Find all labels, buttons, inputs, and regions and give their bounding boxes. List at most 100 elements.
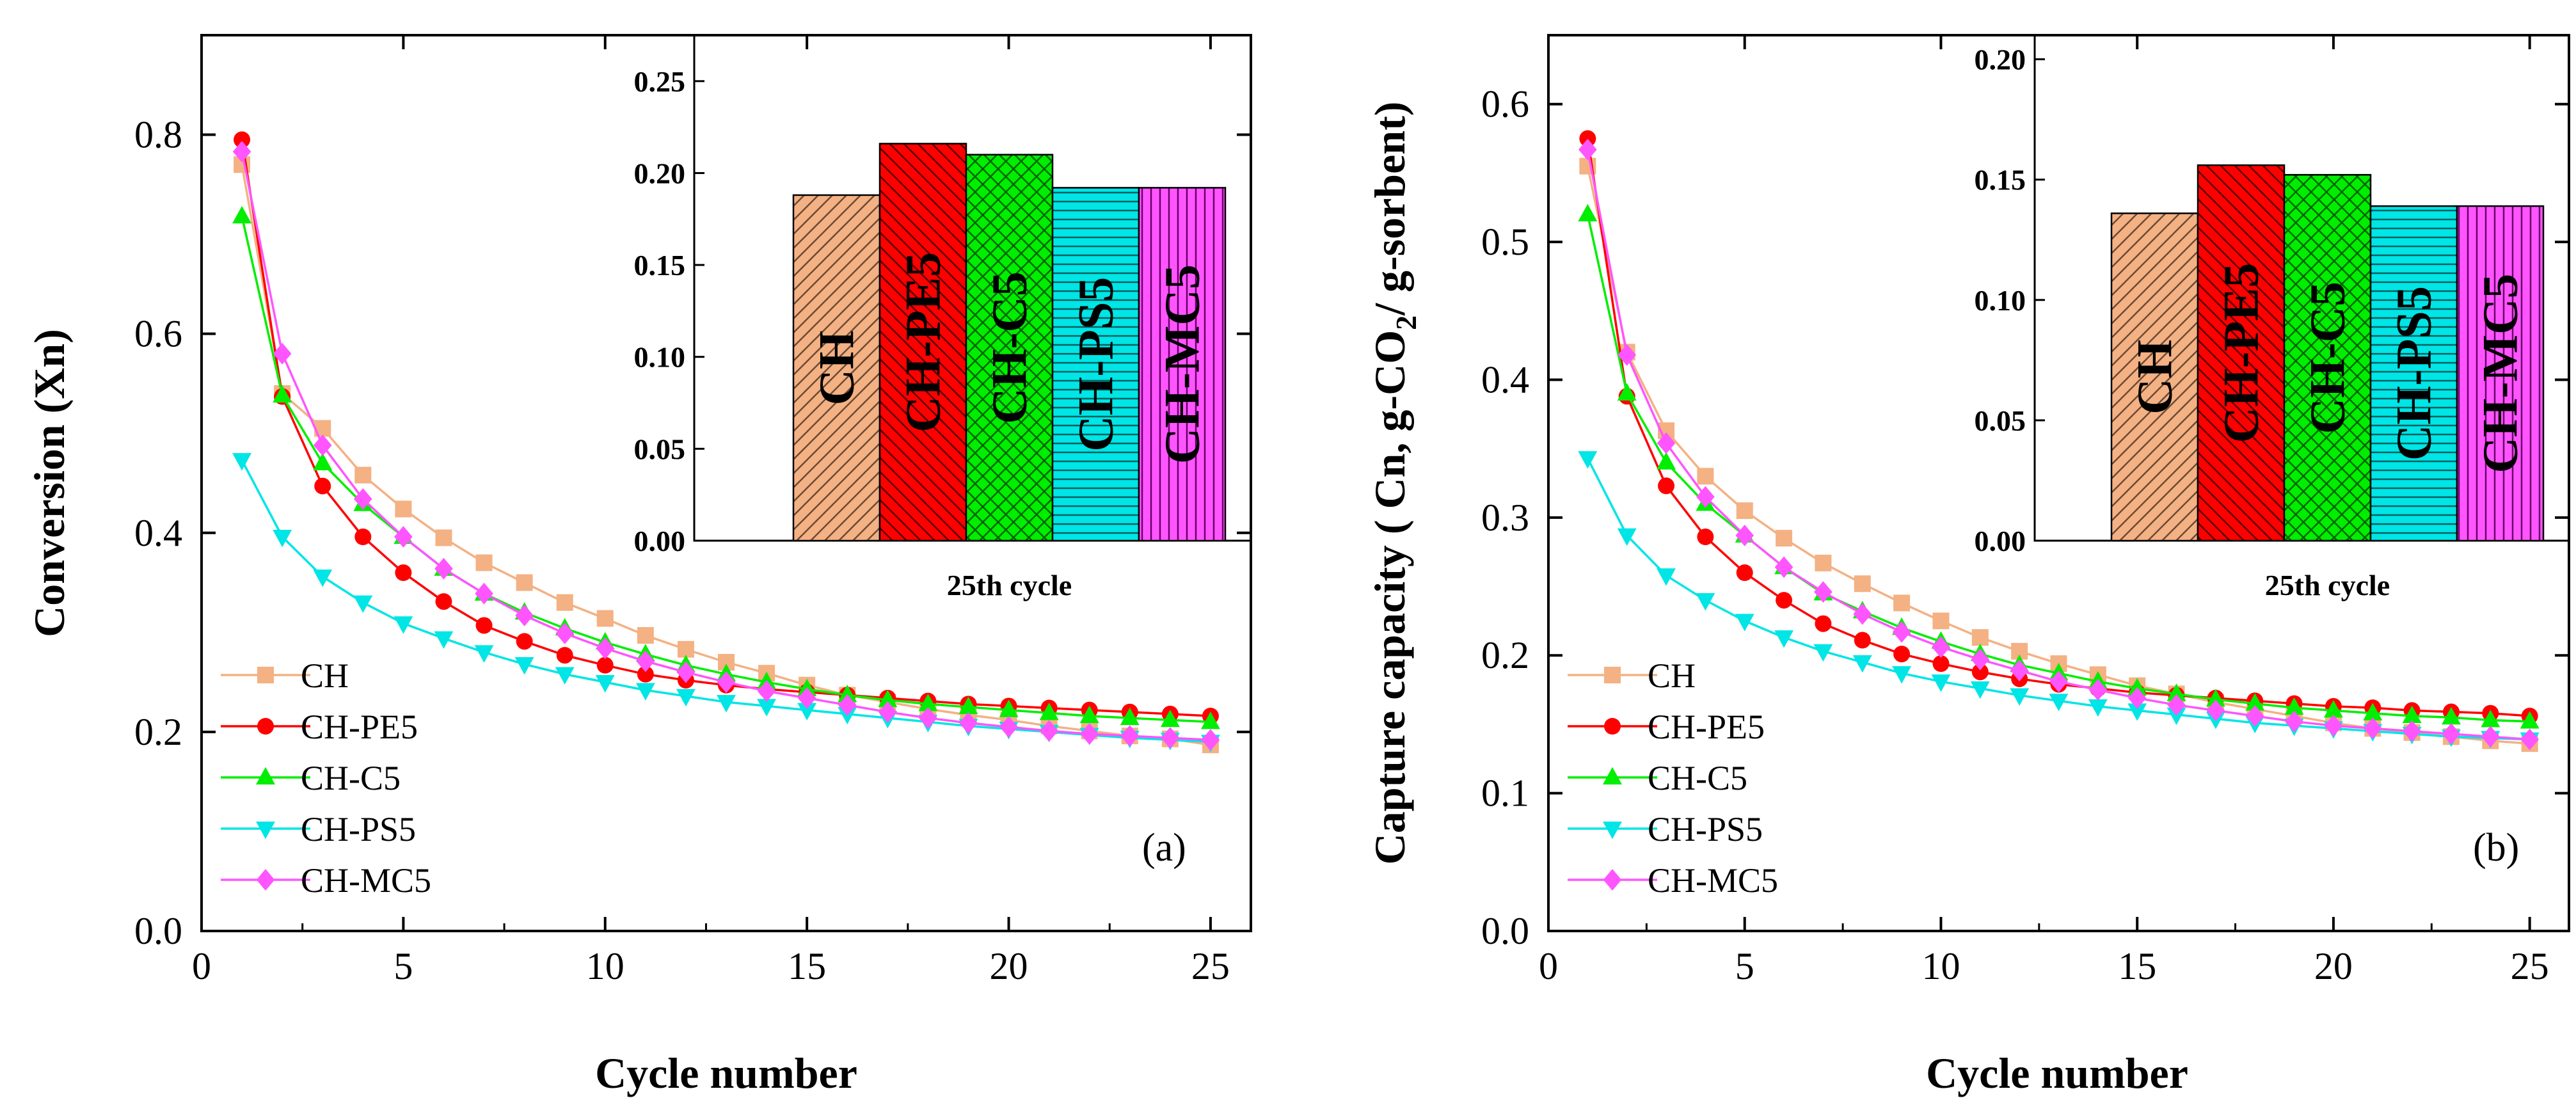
data-point bbox=[475, 554, 493, 571]
data-point bbox=[1774, 630, 1794, 648]
x-tick-label: 0 bbox=[1539, 945, 1558, 987]
legend-entry: CH bbox=[1568, 656, 1696, 695]
data-point bbox=[395, 500, 412, 518]
data-point bbox=[2442, 706, 2461, 725]
data-point bbox=[919, 707, 937, 729]
panel-b-legend: CH CH-PE5 CH-C5 CH-PS5 CH-MC5 bbox=[1568, 656, 1778, 900]
data-point bbox=[2049, 694, 2069, 712]
data-point bbox=[2481, 726, 2500, 748]
data-point bbox=[1853, 603, 1872, 625]
panel-b-axes: 0 5 10 15 20 25 0.0 0.1 0.2 0.3 0.4 0.5 0.6 bbox=[1481, 35, 2569, 987]
legend-label: CH-PS5 bbox=[1648, 810, 1763, 848]
data-point bbox=[1776, 592, 1793, 609]
data-point bbox=[596, 637, 615, 660]
data-point bbox=[555, 667, 575, 685]
data-point bbox=[353, 595, 373, 613]
y-tick-label: 0.8 bbox=[134, 114, 182, 156]
data-point bbox=[1579, 130, 1596, 147]
y-tick-label: 0.6 bbox=[134, 313, 182, 355]
data-point bbox=[234, 131, 251, 148]
data-point bbox=[2245, 693, 2265, 711]
data-point bbox=[435, 593, 452, 610]
inset-y-tick-label: 0.00 bbox=[1975, 525, 2026, 557]
data-point bbox=[1892, 621, 1911, 643]
data-point bbox=[1201, 729, 1220, 751]
data-point bbox=[1970, 681, 1990, 699]
legend-entry: CH-PE5 bbox=[1568, 708, 1765, 746]
y-tick-label: 0.1 bbox=[1481, 772, 1529, 815]
data-point bbox=[2403, 720, 2421, 742]
legend-entry: CH-MC5 bbox=[1568, 861, 1778, 900]
y-tick-label: 0.2 bbox=[1481, 634, 1529, 676]
legend-marker bbox=[1603, 869, 1622, 891]
data-point bbox=[394, 526, 413, 548]
data-point bbox=[595, 675, 615, 693]
panel-a-inset-bar-chart: 0.00 0.05 0.10 0.15 0.20 0.25 CH CH-PE5 CH-C5 CH-… bbox=[634, 34, 1252, 601]
inset-caption: 25th cycle bbox=[947, 569, 1072, 601]
data-point bbox=[2323, 700, 2343, 718]
inset-y-tick-label: 0.00 bbox=[634, 525, 686, 557]
panel-a-x-axis-label: Cycle number bbox=[595, 1049, 857, 1097]
data-point bbox=[1776, 530, 1793, 547]
data-point bbox=[555, 622, 574, 644]
inset-bar bbox=[1051, 187, 1140, 542]
data-point bbox=[1120, 707, 1140, 726]
data-point bbox=[515, 604, 534, 626]
legend-label: CH-MC5 bbox=[301, 861, 431, 900]
panel-b-label: (b) bbox=[2473, 826, 2519, 870]
x-tick-label: 5 bbox=[394, 945, 413, 987]
data-point bbox=[1617, 528, 1637, 546]
data-point bbox=[273, 385, 292, 403]
data-point bbox=[232, 205, 252, 224]
inset-bar bbox=[2110, 212, 2199, 542]
data-point bbox=[797, 687, 816, 709]
panel-b-capture-capacity-chart: 0 5 10 15 20 25 0.0 0.1 0.2 0.3 0.4 0.5 0.6 CH CH-PE5… bbox=[1365, 34, 2570, 1097]
data-point bbox=[354, 466, 372, 484]
data-point bbox=[1161, 727, 1180, 749]
data-point bbox=[1617, 383, 1637, 401]
data-point bbox=[2285, 710, 2303, 733]
data-point bbox=[757, 680, 776, 703]
legend-label: CH-PE5 bbox=[301, 708, 418, 746]
legend-marker bbox=[1603, 821, 1622, 839]
inset-bar-label: CH-MC5 bbox=[1154, 264, 1210, 464]
panel-a-y-axis-label: Conversion (Xn) bbox=[25, 329, 74, 637]
data-point bbox=[959, 712, 978, 734]
inset-y-tick-label: 0.20 bbox=[634, 157, 686, 189]
x-tick-label: 20 bbox=[2314, 945, 2353, 987]
inset-bar bbox=[965, 154, 1054, 542]
inset-y-tick-label: 0.05 bbox=[634, 433, 686, 465]
legend-entry: CH bbox=[221, 656, 349, 695]
data-point bbox=[1892, 666, 1912, 684]
data-point bbox=[1040, 720, 1058, 742]
data-point bbox=[1578, 138, 1597, 161]
data-point bbox=[313, 569, 333, 587]
y-tick-label: 0.6 bbox=[1481, 83, 1529, 125]
legend-entry: CH-PS5 bbox=[221, 810, 416, 848]
legend-entry: CH-PE5 bbox=[221, 708, 418, 746]
data-point bbox=[2088, 679, 2108, 701]
data-point bbox=[1200, 712, 1220, 729]
data-point bbox=[2402, 705, 2422, 724]
data-point bbox=[1578, 203, 1598, 222]
y-tick-label: 0.4 bbox=[1481, 358, 1529, 401]
inset-y-tick-label: 0.10 bbox=[634, 341, 686, 374]
data-point bbox=[1618, 344, 1636, 366]
data-point bbox=[2011, 642, 2028, 660]
panel-b-y-axis-label-part-2: / g-sorbent) bbox=[1365, 102, 1414, 316]
data-point bbox=[677, 640, 694, 658]
data-point bbox=[2127, 687, 2147, 709]
data-point bbox=[1735, 524, 1754, 546]
panel-b-inset-bar-chart: 0.00 0.05 0.10 0.15 0.20 CH CH-PE5 CH-C5 CH-PS5 C… bbox=[1975, 34, 2570, 601]
legend-entry: CH-PS5 bbox=[1568, 810, 1763, 848]
data-point bbox=[797, 703, 817, 720]
inset-bar bbox=[2369, 205, 2458, 542]
inset-y-tick-label: 0.05 bbox=[1975, 404, 2026, 437]
data-point bbox=[1696, 593, 1715, 611]
y-tick-label: 0.0 bbox=[134, 910, 182, 952]
data-point bbox=[273, 342, 292, 365]
inset-bar-label: CH-PS5 bbox=[2386, 286, 2442, 461]
data-point bbox=[232, 141, 251, 163]
y-tick-label: 0.4 bbox=[134, 512, 182, 554]
legend-label: CH-C5 bbox=[301, 759, 401, 797]
